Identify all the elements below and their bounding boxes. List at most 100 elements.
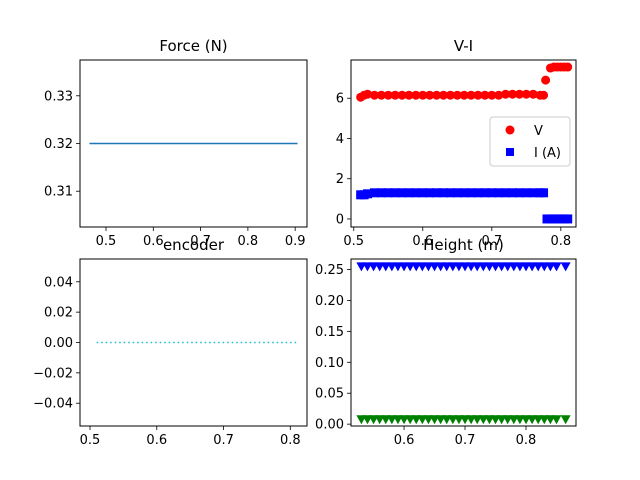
force-xtick-label: 0.6 xyxy=(143,234,164,249)
v-point xyxy=(563,62,573,72)
i-a--point xyxy=(363,189,373,199)
i-a--point xyxy=(369,188,379,198)
v-point xyxy=(363,89,373,99)
legend-v-marker xyxy=(505,125,515,135)
vi-panel: V-I 0.5 0.6 0.7 0.8 0 2 4 6 xyxy=(336,37,577,249)
v-point xyxy=(383,90,393,100)
height-xtick-label: 0.8 xyxy=(516,433,537,448)
v-point xyxy=(514,89,524,99)
v-point xyxy=(404,90,414,100)
vi-xtick-label: 0.8 xyxy=(550,234,571,249)
v-point xyxy=(528,89,538,99)
v-point xyxy=(459,90,469,100)
force-title: Force (N) xyxy=(159,37,227,55)
i-a--point xyxy=(383,188,393,198)
force-ytick-label: 0.33 xyxy=(44,89,73,104)
vi-ytick-label: 4 xyxy=(336,132,344,147)
vi-ytick-label: 2 xyxy=(336,172,344,187)
v-point xyxy=(508,89,518,99)
vi-xtick-label: 0.5 xyxy=(343,234,364,249)
i-a--point xyxy=(425,188,435,198)
height-xtick-label: 0.6 xyxy=(394,433,415,448)
v-point xyxy=(539,90,549,100)
i-a--point xyxy=(521,188,531,198)
encoder-ytick-label: −0.04 xyxy=(33,397,73,412)
encoder-xtick-label: 0.6 xyxy=(146,433,167,448)
i-a--point xyxy=(376,188,386,198)
i-a--point xyxy=(528,188,538,198)
vi-title: V-I xyxy=(454,37,473,55)
height-ytick-label: 0.20 xyxy=(315,294,344,309)
v-point xyxy=(480,90,490,100)
v-point xyxy=(425,90,435,100)
encoder-xtick-label: 0.8 xyxy=(280,433,301,448)
v-point xyxy=(473,90,483,100)
force-xtick-label: 0.5 xyxy=(96,234,117,249)
v-point xyxy=(521,89,531,99)
encoder-ytick-label: 0.04 xyxy=(44,275,73,290)
v-point xyxy=(411,90,421,100)
i-a--point xyxy=(411,188,421,198)
v-point xyxy=(376,90,386,100)
i-a--point xyxy=(459,188,469,198)
legend-i-label: I (A) xyxy=(534,146,561,161)
v-point xyxy=(452,90,462,100)
vi-xtick-label: 0.7 xyxy=(481,234,502,249)
legend-i-marker xyxy=(506,148,514,156)
force-xtick-label: 0.8 xyxy=(238,234,259,249)
force-panel: Force (N) 0.5 0.6 0.7 0.8 0.9 0.31 0.32 0.33 xyxy=(44,37,308,249)
height-title: Height (m) xyxy=(423,236,504,254)
height-series-2-point xyxy=(560,415,571,425)
i-a--point xyxy=(480,188,490,198)
encoder-title: encoder xyxy=(163,236,225,254)
v-point xyxy=(466,90,476,100)
v-point xyxy=(501,89,511,99)
encoder-ytick-label: 0.00 xyxy=(44,336,73,351)
i-a--point xyxy=(563,214,573,224)
height-ytick-label: 0.00 xyxy=(315,418,344,433)
height-series-2-point xyxy=(551,415,562,425)
force-xtick-label: 0.9 xyxy=(285,234,306,249)
height-series-1-point xyxy=(551,262,562,272)
encoder-xtick-label: 0.7 xyxy=(213,433,234,448)
height-ytick-label: 0.10 xyxy=(315,356,344,371)
encoder-ytick-label: 0.02 xyxy=(44,306,73,321)
v-point xyxy=(390,90,400,100)
force-ytick-label: 0.31 xyxy=(44,185,73,200)
v-point xyxy=(494,90,504,100)
i-a--point xyxy=(397,188,407,198)
i-a--point xyxy=(404,188,414,198)
vi-axes-frame xyxy=(350,59,577,228)
i-a--point xyxy=(473,188,483,198)
legend-v-label: V xyxy=(534,124,543,139)
v-point xyxy=(487,90,497,100)
v-point xyxy=(432,90,442,100)
v-point xyxy=(369,90,379,100)
encoder-panel: 0.5 0.6 0.7 0.8 −0.04 −0.02 0.00 0.02 0.04 xyxy=(33,258,308,448)
vi-ytick-label: 0 xyxy=(336,212,344,227)
i-a--point xyxy=(494,188,504,198)
v-point xyxy=(397,90,407,100)
force-ytick-label: 0.32 xyxy=(44,137,73,152)
height-ytick-label: 0.25 xyxy=(315,263,344,278)
i-a--point xyxy=(418,188,428,198)
vi-ytick-label: 6 xyxy=(336,92,344,107)
vi-xtick-label: 0.6 xyxy=(412,234,433,249)
height-panel: 0.6 0.7 0.8 0.00 0.05 0.10 0.15 0.20 0.25 xyxy=(315,258,577,448)
height-axes-frame xyxy=(350,258,577,427)
i-a--point xyxy=(501,188,511,198)
v-point xyxy=(418,90,428,100)
v-point xyxy=(438,90,448,100)
i-a--point xyxy=(487,188,497,198)
height-xtick-label: 0.7 xyxy=(455,433,476,448)
v-point xyxy=(445,90,455,100)
i-a--point xyxy=(539,188,549,198)
i-a--point xyxy=(514,188,524,198)
height-ytick-label: 0.05 xyxy=(315,387,344,402)
v-point xyxy=(541,75,551,85)
i-a--point xyxy=(390,188,400,198)
force-xtick-label: 0.7 xyxy=(190,234,211,249)
i-a--point xyxy=(432,188,442,198)
height-series-1-point xyxy=(560,262,571,272)
